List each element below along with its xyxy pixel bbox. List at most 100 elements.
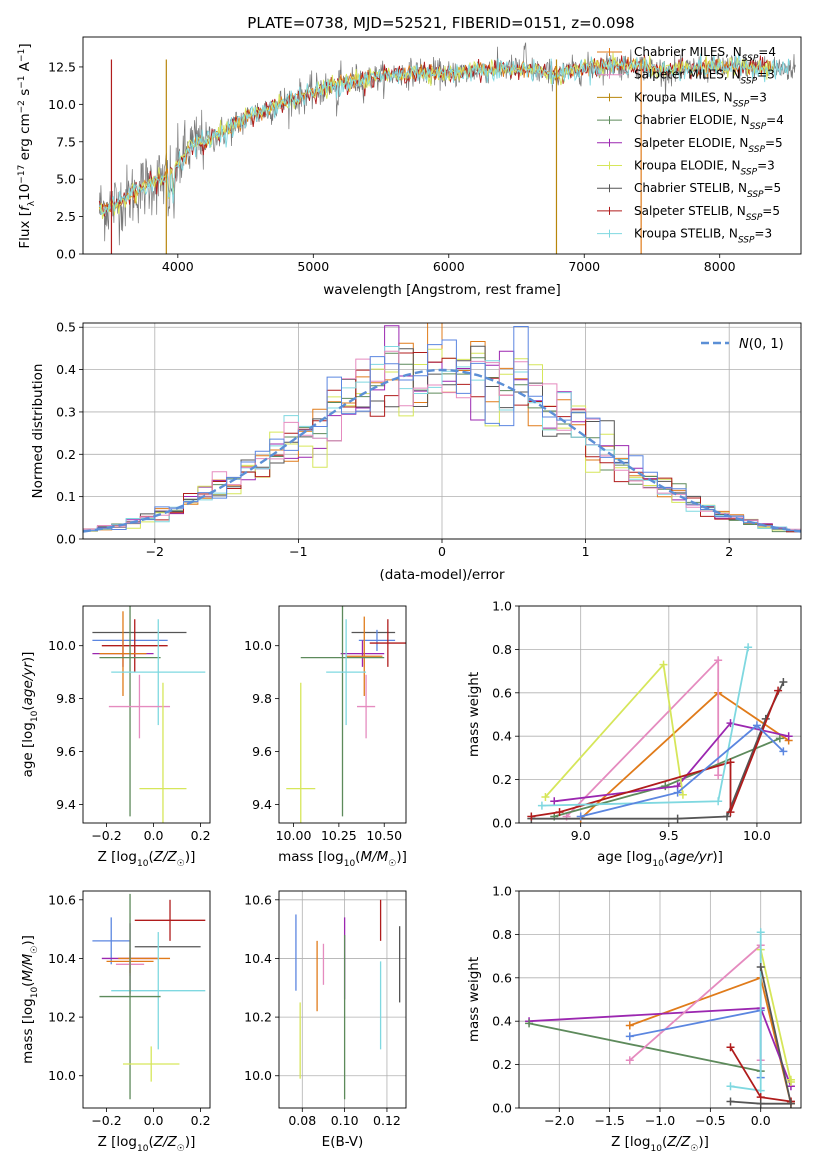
y-tick-label: 0.2 bbox=[56, 447, 76, 462]
x-tick-label: 6000 bbox=[433, 259, 465, 274]
figure-title: PLATE=0738, MJD=52521, FIBERID=0151, z=0… bbox=[247, 14, 634, 32]
axes-frame bbox=[82, 890, 211, 1109]
errorbar-point bbox=[92, 917, 131, 965]
x-axis-label: E(B-V) bbox=[322, 1134, 364, 1150]
weight-marker bbox=[525, 1019, 534, 1028]
x-tick-label: −2 bbox=[146, 544, 164, 559]
weight-marker bbox=[786, 1075, 795, 1084]
weight-vs-Z-axes: −2.0 −1.5 −1.0 −0.5 0.0 0.0 0.2 0.4 0.6 0.8 1.0 mas… bbox=[466, 884, 802, 1128]
x-tick-label: 8000 bbox=[704, 259, 736, 274]
y-tick-label: 0.2 bbox=[492, 772, 512, 787]
y-tick-label: 10.0 bbox=[244, 1068, 272, 1083]
errorbar-point bbox=[111, 619, 206, 726]
weight-series bbox=[544, 662, 684, 798]
weight-marker bbox=[714, 771, 723, 780]
y-tick-label: 10.6 bbox=[48, 892, 76, 907]
weight-marker bbox=[527, 812, 536, 821]
axes-frame bbox=[518, 605, 802, 824]
y-tick-label: 1.0 bbox=[492, 884, 512, 899]
weight-marker bbox=[775, 734, 784, 743]
errorbar-point bbox=[326, 619, 367, 726]
weight-marker bbox=[537, 801, 546, 810]
weight-series bbox=[580, 724, 785, 818]
y-tick-label: 0.0 bbox=[492, 1101, 512, 1116]
axes-frame bbox=[82, 322, 802, 540]
weight-marker bbox=[625, 1032, 634, 1041]
weight-marker bbox=[756, 962, 765, 971]
weight-marker bbox=[756, 1099, 765, 1108]
weight-marker bbox=[774, 686, 783, 695]
spectrum-axes: 4000 5000 6000 7000 8000 0.0 2.5 5.0 7.5 10.0 12.5… bbox=[17, 36, 802, 298]
x-tick-label: 10.00 bbox=[276, 828, 312, 843]
legend-label: N(0, 1) bbox=[739, 337, 784, 352]
residual-histogram-8 bbox=[83, 326, 801, 532]
weight-marker bbox=[659, 660, 668, 669]
errorbar-point bbox=[357, 674, 376, 739]
legend-label: Salpeter MILES, NSSP=3 bbox=[634, 68, 775, 87]
y-tick-label: 9.6 bbox=[56, 744, 76, 759]
y-tick-label: 9.8 bbox=[252, 691, 272, 706]
y-tick-label: 0.4 bbox=[492, 729, 512, 744]
weight-marker bbox=[726, 1082, 735, 1091]
residuals-axes: −2 −1 0 1 2 0.0 0.1 0.2 0.3 0.4 0.5 N(0, 1) (data-mo… bbox=[30, 320, 802, 583]
x-tick-label: −0.2 bbox=[91, 828, 121, 843]
x-tick-label: 9.5 bbox=[659, 828, 679, 843]
y-axis-label: mass weight bbox=[466, 957, 482, 1042]
x-tick-label: 0 bbox=[438, 544, 446, 559]
x-tick-label: 10.50 bbox=[366, 828, 402, 843]
errorbar-point bbox=[122, 1046, 180, 1082]
axes-frame bbox=[518, 890, 802, 1109]
y-tick-label: 5.0 bbox=[56, 172, 76, 187]
y-tick-label: 0.3 bbox=[56, 404, 76, 419]
x-tick-label: 10.0 bbox=[743, 828, 771, 843]
errorbar-point bbox=[139, 682, 187, 823]
legend-label: Salpeter STELIB, NSSP=5 bbox=[634, 204, 780, 223]
y-axis-label: age [log10(age/yr)] bbox=[20, 652, 40, 778]
weight-marker bbox=[673, 814, 682, 823]
y-tick-label: 0.4 bbox=[492, 1014, 512, 1029]
spectrum-legend: Chabrier MILES, NSSP=4 Salpeter MILES, NS… bbox=[597, 45, 784, 246]
weight-marker bbox=[625, 1021, 634, 1030]
y-tick-label: 10.0 bbox=[48, 97, 76, 112]
legend-label: Chabrier ELODIE, NSSP=4 bbox=[634, 113, 784, 132]
normal-curve bbox=[83, 368, 801, 533]
mass-vs-Z-axes-plot-area bbox=[92, 893, 206, 1100]
weight-series bbox=[554, 722, 789, 803]
x-axis-label: Z [log10(Z/Z☉)] bbox=[98, 849, 196, 869]
weight-vs-age-axes-plot-area bbox=[527, 643, 793, 823]
x-tick-label: 0.08 bbox=[288, 1113, 316, 1128]
weight-marker bbox=[678, 790, 687, 799]
weight-marker bbox=[541, 792, 550, 801]
y-tick-label: 2.5 bbox=[56, 209, 76, 224]
axes-frame bbox=[278, 605, 407, 824]
spectrum-axes-plot-area bbox=[98, 42, 796, 254]
y-tick-label: 9.8 bbox=[56, 691, 76, 706]
weight-marker bbox=[550, 797, 559, 806]
weight-marker bbox=[722, 812, 731, 821]
weight-marker bbox=[744, 643, 753, 652]
x-axis-label: age [log10(age/yr)] bbox=[597, 849, 723, 869]
errorbar-point bbox=[99, 606, 161, 817]
weight-marker bbox=[673, 788, 682, 797]
legend-label: Kroupa MILES, NSSP=3 bbox=[634, 90, 767, 109]
x-tick-label: −0.5 bbox=[695, 1113, 725, 1128]
y-tick-label: 0.0 bbox=[56, 247, 76, 262]
weight-marker bbox=[779, 677, 788, 686]
x-axis-label: Z [log10(Z/Z☉)] bbox=[98, 1134, 196, 1154]
x-tick-label: 0.10 bbox=[331, 1113, 359, 1128]
y-tick-label: 7.5 bbox=[56, 134, 76, 149]
x-tick-label: −1.0 bbox=[645, 1113, 675, 1128]
x-tick-label: 0.0 bbox=[751, 1113, 771, 1128]
x-tick-label: 0.0 bbox=[144, 1113, 164, 1128]
errorbar-point bbox=[134, 899, 206, 941]
age-vs-mass-axes: 10.00 10.25 10.50 9.4 9.6 9.8 10.0 mass [log10(… bbox=[244, 605, 407, 869]
errorbar-point bbox=[340, 640, 385, 667]
x-axis-label: (data-model)/error bbox=[379, 567, 505, 583]
weight-marker bbox=[726, 1097, 735, 1106]
errorbar-point bbox=[346, 616, 383, 696]
errorbar-point bbox=[99, 611, 147, 696]
errorbar-point bbox=[300, 606, 385, 817]
y-tick-label: 12.5 bbox=[48, 59, 76, 74]
weight-marker bbox=[726, 758, 735, 767]
